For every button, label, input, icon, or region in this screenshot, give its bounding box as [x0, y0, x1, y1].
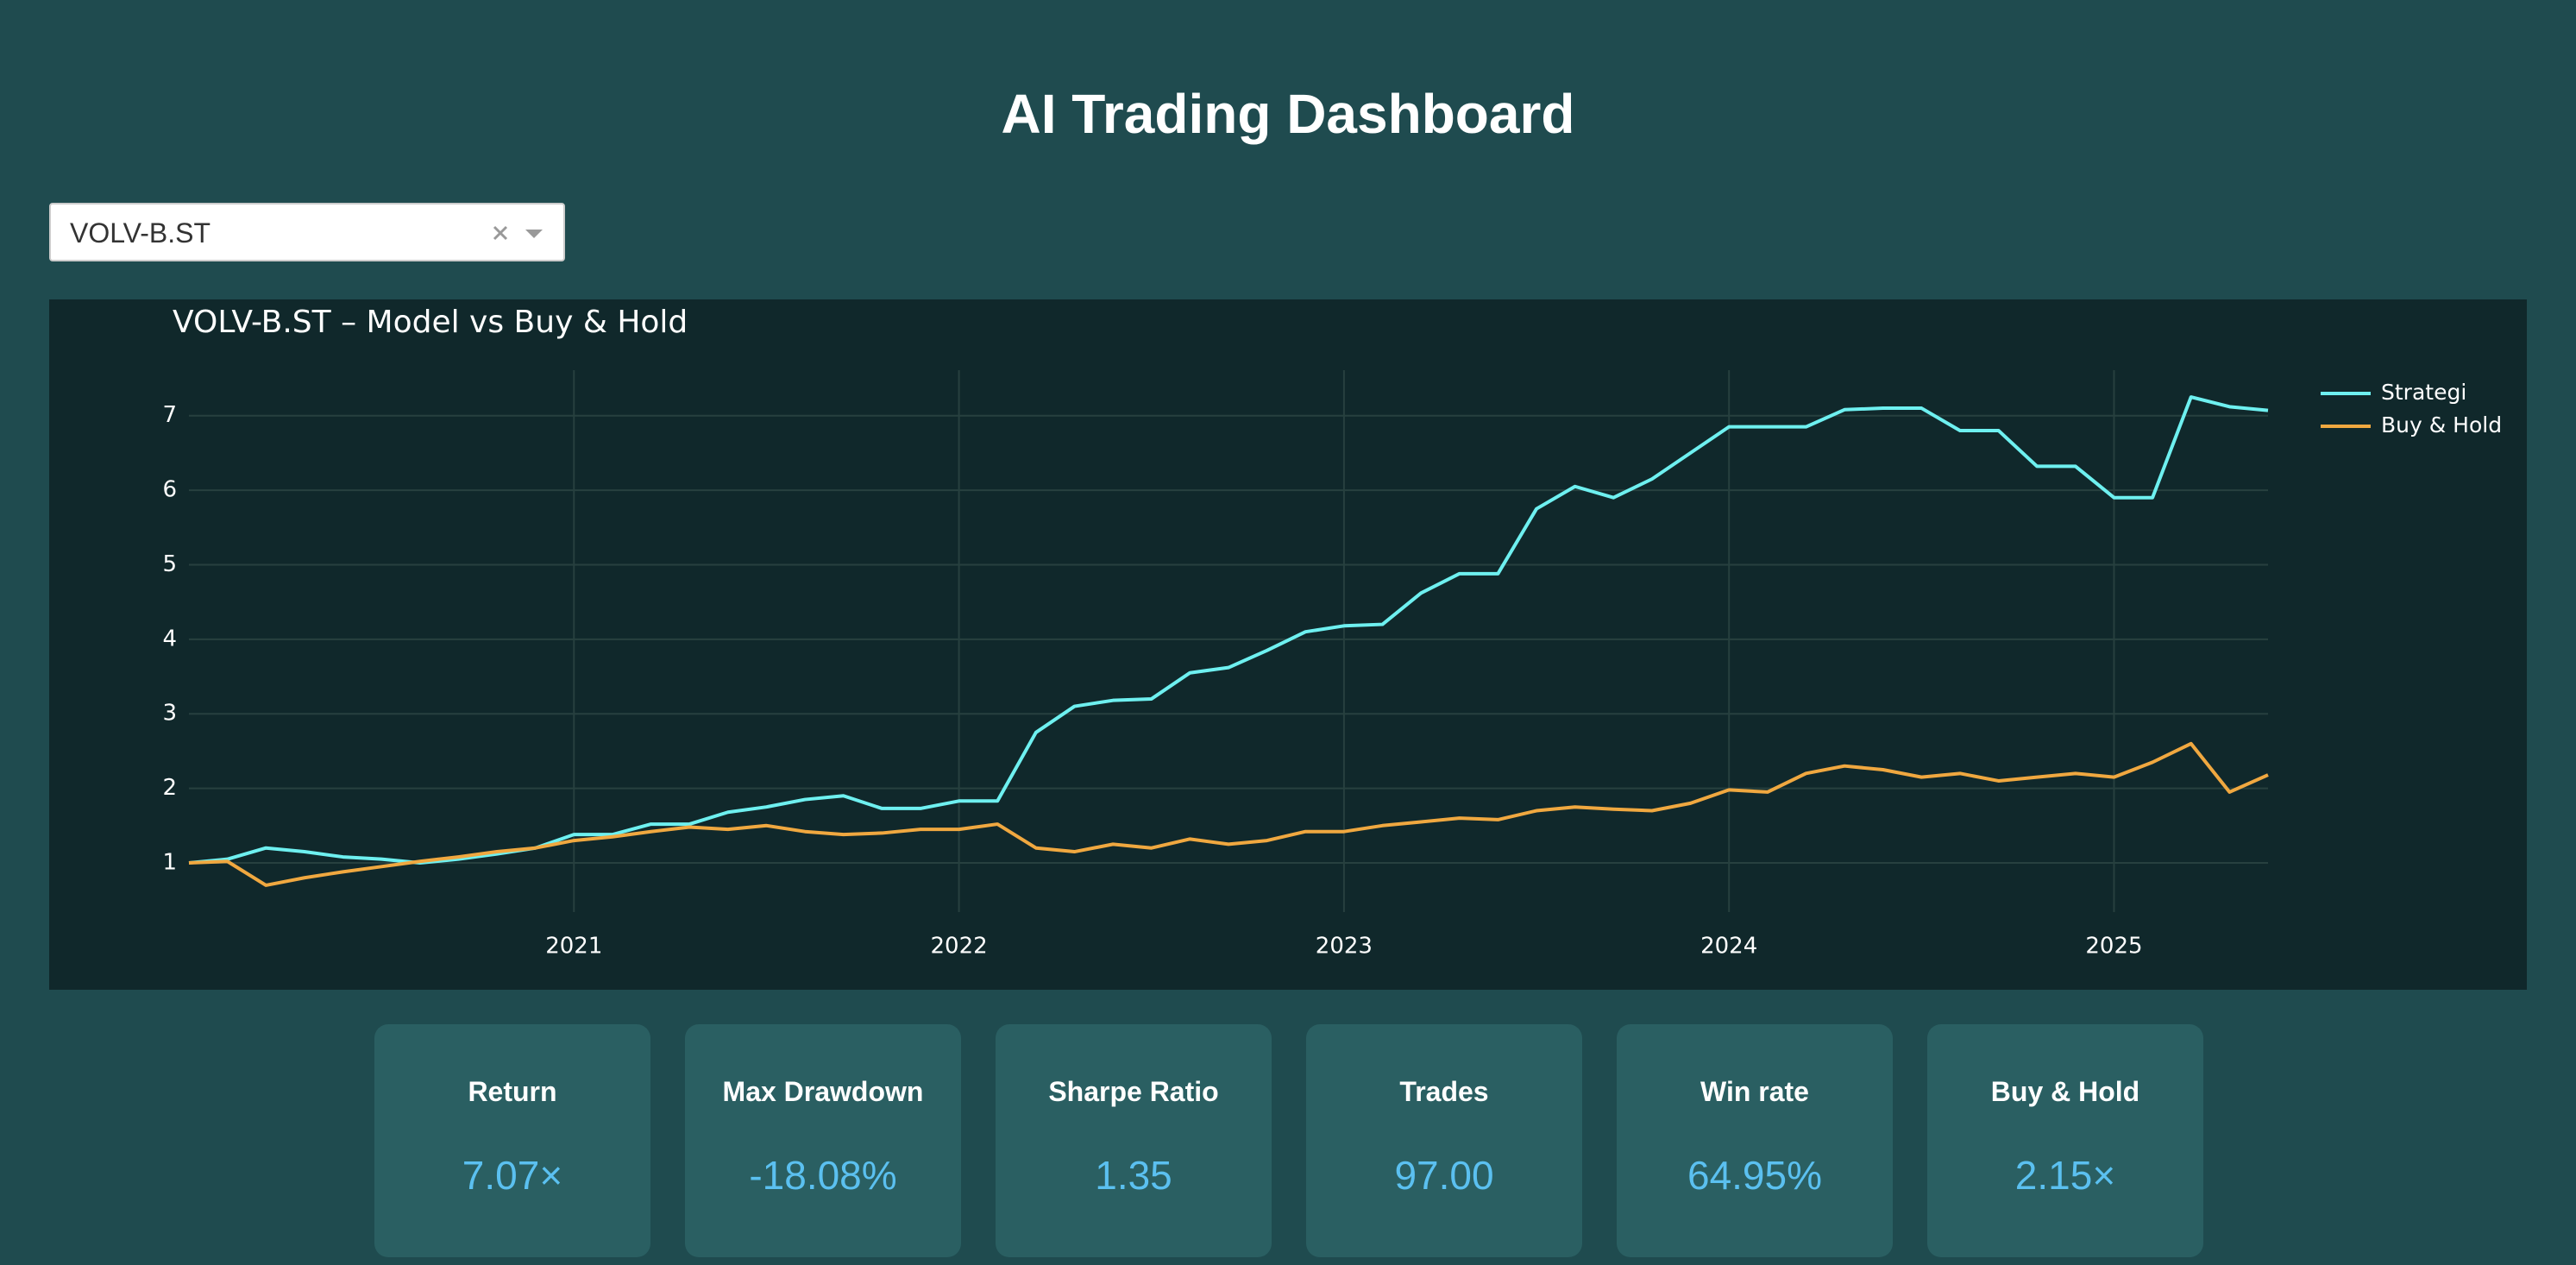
y-tick-label: 3 — [162, 701, 177, 727]
ticker-dropdown[interactable]: VOLV-B.ST — [49, 203, 565, 261]
metric-card: Buy & Hold 2.15× — [1927, 1024, 2203, 1257]
x-tick-label: 2025 — [2085, 934, 2142, 960]
metric-label: Max Drawdown — [722, 1076, 924, 1107]
metric-value: -18.08% — [749, 1153, 897, 1198]
metric-value: 64.95% — [1687, 1153, 1822, 1198]
metric-value: 2.15× — [2014, 1153, 2116, 1198]
metric-label: Sharpe Ratio — [1048, 1076, 1219, 1107]
y-tick-label: 2 — [162, 775, 177, 801]
metric-card: Trades 97.00 — [1306, 1024, 1582, 1257]
page-title: AI Trading Dashboard — [1001, 83, 1575, 145]
metric-card: Win rate 64.95% — [1617, 1024, 1893, 1257]
y-tick-label: 4 — [162, 626, 177, 651]
x-tick-label: 2024 — [1700, 934, 1757, 960]
metric-card: Sharpe Ratio 1.35 — [996, 1024, 1272, 1257]
caret-icon[interactable] — [525, 230, 543, 238]
legend-label: Buy & Hold — [2381, 412, 2502, 437]
y-tick-label: 1 — [162, 849, 177, 875]
y-tick-label: 6 — [162, 477, 177, 503]
x-tick-label: 2022 — [931, 934, 988, 960]
dropdown-icons[interactable] — [491, 222, 548, 246]
y-tick-label: 7 — [162, 402, 177, 428]
series-line — [188, 395, 2269, 865]
clear-icon[interactable] — [493, 225, 508, 241]
x-tick-label: 2023 — [1316, 934, 1373, 960]
metric-label: Buy & Hold — [1990, 1076, 2140, 1107]
metric-card: Max Drawdown -18.08% — [685, 1024, 961, 1257]
x-tick-label: 2021 — [545, 934, 602, 960]
metric-label: Return — [468, 1076, 557, 1107]
dropdown-value: VOLV-B.ST — [70, 217, 211, 249]
metric-value: 97.00 — [1394, 1153, 1494, 1198]
metric-value: 7.07× — [462, 1153, 563, 1198]
chart: VOLV-B.ST – Model vs Buy & Hold 1 2 3 4 5 6 7 2… — [162, 305, 2502, 960]
y-tick-label: 5 — [162, 551, 177, 577]
series-line — [188, 741, 2269, 887]
metric-label: Win rate — [1700, 1076, 1809, 1107]
chart-title: VOLV-B.ST – Model vs Buy & Hold — [173, 305, 688, 340]
chart-panel: VOLV-B.ST – Model vs Buy & Hold 1 2 3 4 5 6 7 2… — [49, 299, 2527, 990]
metric-label: Trades — [1399, 1076, 1489, 1107]
metric-value: 1.35 — [1095, 1153, 1172, 1198]
legend-label: Strategi — [2381, 380, 2466, 405]
metric-card: Return 7.07× — [374, 1024, 650, 1257]
